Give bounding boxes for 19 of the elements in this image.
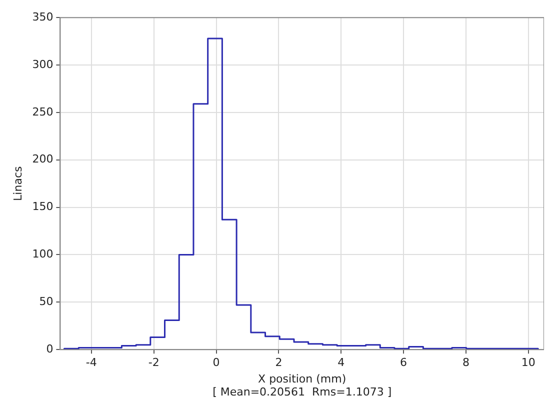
y-tick-label: 200	[32, 152, 54, 166]
x-tick-label: -4	[86, 356, 97, 370]
x-tick-label: 2	[275, 356, 282, 370]
x-tick-label: 0	[212, 356, 220, 370]
y-tick-label: 250	[32, 105, 54, 118]
y-tick-label: 150	[32, 200, 54, 214]
y-tick-label: 300	[32, 58, 54, 71]
x-tick-label: 4	[338, 356, 345, 370]
y-tick-label: 0	[46, 342, 54, 356]
x-tick-label: 10	[521, 356, 536, 370]
x-tick-label: -2	[148, 356, 160, 370]
x-tick-label: 6	[400, 356, 408, 370]
x-axis-title: X position (mm)	[258, 372, 346, 386]
y-tick-label: 100	[32, 248, 54, 261]
text: [ Mean=0.20561 Rms=1.1073 ]	[212, 385, 392, 398]
y-tick-label: 350	[32, 10, 54, 24]
y-axis-title: Linacs	[11, 166, 24, 201]
y-tick-label: 50	[39, 295, 54, 308]
x-tick-label: 8	[462, 356, 470, 370]
